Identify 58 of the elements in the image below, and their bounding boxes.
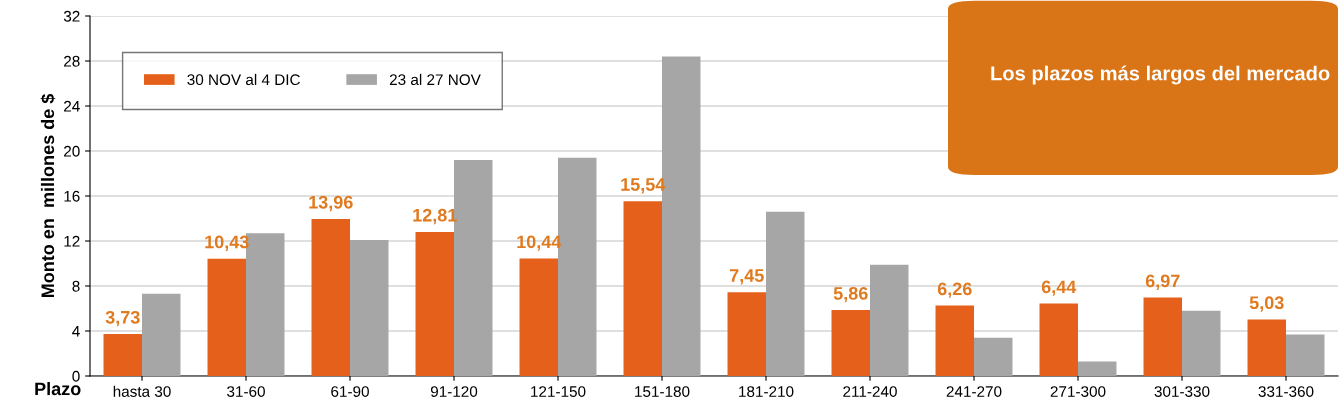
data-label: 12,81	[413, 208, 457, 225]
x-tick-label: 31-60	[227, 386, 265, 397]
y-tick-label: 28	[64, 55, 80, 67]
data-label: 5,86	[833, 286, 868, 303]
y-tick-label: 4	[72, 326, 80, 337]
y-axis-title: Monto en millones de $	[40, 93, 56, 298]
legend-label: 30 NOV al 4 DIC	[187, 73, 300, 86]
x-tick-label: 91-120	[430, 386, 478, 397]
bar	[974, 337, 1013, 376]
data-label: 3,73	[105, 310, 140, 327]
data-label: 10,44	[517, 235, 562, 251]
bar	[311, 218, 350, 376]
x-tick-label: 151-180	[635, 386, 690, 397]
x-tick-label: 61-90	[331, 386, 369, 397]
bar	[142, 293, 181, 376]
data-label: 6,44	[1041, 280, 1077, 296]
y-tick-label: 12	[64, 235, 80, 247]
bar	[727, 292, 766, 376]
data-label: 6,97	[1145, 274, 1180, 290]
bar	[831, 310, 870, 376]
data-label: 15,54	[621, 178, 666, 194]
x-tick-label: 181-210	[739, 386, 794, 397]
bar	[415, 231, 454, 376]
legend-label: 23 al 27 NOV	[389, 73, 481, 86]
bar	[207, 258, 246, 376]
bar	[350, 239, 389, 376]
bar	[103, 334, 142, 376]
x-tick-label: 241-270	[946, 386, 1002, 397]
x-tick-label: 301-330	[1154, 386, 1210, 397]
y-tick-label: 24	[64, 100, 80, 112]
data-label: 6,26	[937, 282, 972, 298]
x-tick-label: 331-360	[1258, 386, 1314, 397]
data-label: 7,45	[729, 269, 764, 285]
y-tick-label: 16	[64, 190, 80, 202]
bar	[519, 258, 558, 376]
y-tick-label: 32	[63, 10, 80, 22]
x-tick-label: hasta 30	[113, 385, 171, 397]
x-tick-label: 211-240	[843, 386, 897, 397]
annotation: Los plazos más largos del mercado	[991, 65, 1330, 85]
bar	[935, 305, 974, 376]
bar	[623, 201, 662, 376]
bar	[1182, 310, 1221, 376]
x-tick-label: 121-150	[531, 386, 586, 397]
bar	[870, 264, 909, 376]
bar	[1143, 297, 1182, 376]
y-tick-label: 20	[64, 145, 80, 157]
bar	[1286, 334, 1325, 376]
y-tick-label: 8	[72, 280, 80, 292]
bar	[1247, 319, 1286, 376]
data-label: 13,96	[309, 195, 353, 212]
y-tick-label: 0	[72, 370, 80, 382]
data-label: 10,43	[205, 235, 249, 251]
x-tick-label: 271-300	[1050, 386, 1106, 397]
bar	[766, 211, 805, 376]
bar	[1078, 361, 1117, 376]
data-label: 5,03	[1249, 296, 1284, 312]
bar	[1039, 303, 1078, 376]
x-axis-title: Plazo	[35, 381, 81, 396]
